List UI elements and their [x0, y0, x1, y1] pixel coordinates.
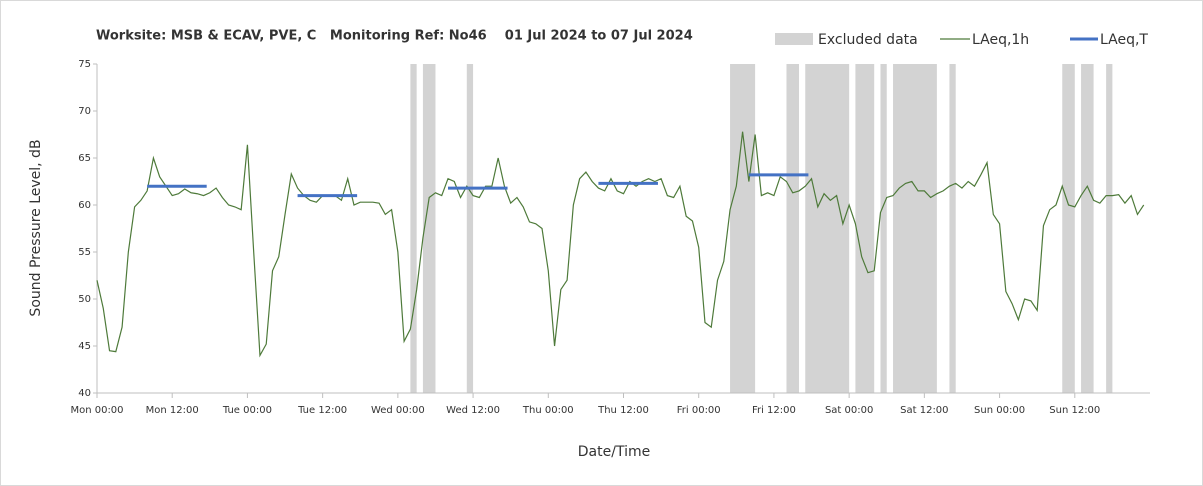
excluded-band	[466, 64, 474, 393]
excluded-band	[949, 64, 956, 393]
x-tick-label: Sun 12:00	[1049, 405, 1100, 416]
x-tick-label: Tue 12:00	[297, 405, 347, 416]
excluded-band	[730, 64, 756, 393]
legend-label: LAeq,T	[1100, 32, 1148, 48]
excluded-band	[786, 64, 799, 393]
line-series	[96, 131, 1145, 358]
y-tick-label: 75	[78, 59, 91, 70]
excluded-band	[893, 64, 937, 393]
y-tick-label: 45	[78, 341, 91, 352]
excluded-band	[1081, 64, 1094, 393]
y-tick-label: 50	[78, 294, 91, 305]
excluded-band	[805, 64, 850, 393]
x-tick-label: Thu 12:00	[597, 405, 649, 416]
chart-title: Worksite: MSB & ECAV, PVE, C Monitoring …	[96, 29, 693, 44]
x-axis-label: Date/Time	[578, 444, 650, 460]
x-tick-label: Fri 12:00	[752, 405, 796, 416]
excluded-band	[880, 64, 887, 393]
x-tick-label: Tue 00:00	[222, 405, 272, 416]
x-tick-label: Sat 00:00	[825, 405, 873, 416]
y-tick-label: 65	[78, 153, 91, 164]
excluded-band	[855, 64, 875, 393]
x-tick-label: Fri 00:00	[677, 405, 721, 416]
x-tick-label: Mon 12:00	[146, 405, 199, 416]
y-tick-label: 40	[78, 388, 91, 399]
y-tick-label: 55	[78, 247, 91, 258]
excluded-band	[1062, 64, 1075, 393]
x-tick-label: Thu 00:00	[522, 405, 574, 416]
excluded-band	[1106, 64, 1113, 393]
y-tick-label: 70	[78, 106, 91, 117]
legend-label: LAeq,1h	[972, 32, 1029, 48]
legend-swatch	[775, 33, 813, 45]
x-tick-label: Mon 00:00	[70, 405, 123, 416]
y-axis-label: Sound Pressure Level, dB	[28, 139, 44, 316]
excluded-band	[422, 64, 436, 393]
excluded-band	[410, 64, 417, 393]
y-tick-label: 60	[78, 200, 91, 211]
x-tick-label: Sun 00:00	[974, 405, 1025, 416]
x-tick-label: Sat 12:00	[900, 405, 948, 416]
legend-label: Excluded data	[818, 32, 918, 48]
x-tick-label: Wed 00:00	[371, 405, 425, 416]
x-tick-label: Wed 12:00	[446, 405, 500, 416]
